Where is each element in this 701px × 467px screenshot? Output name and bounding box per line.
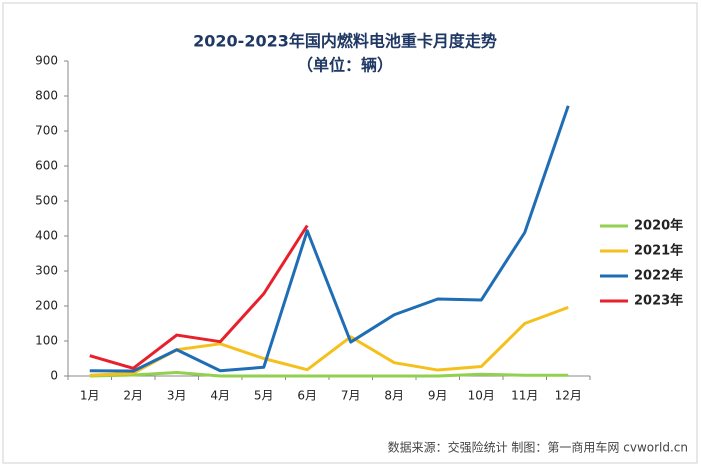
series-line [89,371,569,378]
y-tick-label: 800 [35,89,58,103]
x-tick-label: 2月 [123,389,143,403]
x-tick-label: 8月 [384,389,404,403]
y-tick-label: 200 [35,299,58,313]
x-tick-label: 5月 [254,389,274,403]
series-line [89,224,309,370]
y-tick-label: 100 [35,334,58,348]
y-tick-label: 600 [35,159,58,173]
series-line [89,105,570,373]
x-tick-label: 9月 [428,389,448,403]
x-tick-label: 12月 [555,389,582,403]
y-tick-label: 500 [35,194,58,208]
legend-label: 2020年 [634,218,683,234]
legend-label: 2022年 [634,268,683,284]
y-tick-label: 300 [35,264,58,278]
x-tick-label: 4月 [210,389,230,403]
x-tick-label: 1月 [80,389,100,403]
legend-label: 2023年 [634,293,683,309]
x-tick-label: 10月 [468,389,495,403]
x-tick-label: 3月 [167,389,187,403]
y-tick-label: 400 [35,229,58,243]
x-tick-label: 7月 [341,389,361,403]
x-tick-label: 6月 [297,389,317,403]
chart-title: 2020-2023年国内燃料电池重卡月度走势 [193,32,497,51]
chart-subtitle: （单位：辆） [297,56,393,75]
legend-label: 2021年 [634,243,683,259]
y-tick-label: 700 [35,124,58,138]
y-tick-label: 900 [35,54,58,68]
x-tick-label: 11月 [511,389,538,403]
y-tick-label: 0 [50,369,58,383]
source: 数据来源：交强险统计 制图：第一商用车网 cvworld.cn [388,440,688,455]
